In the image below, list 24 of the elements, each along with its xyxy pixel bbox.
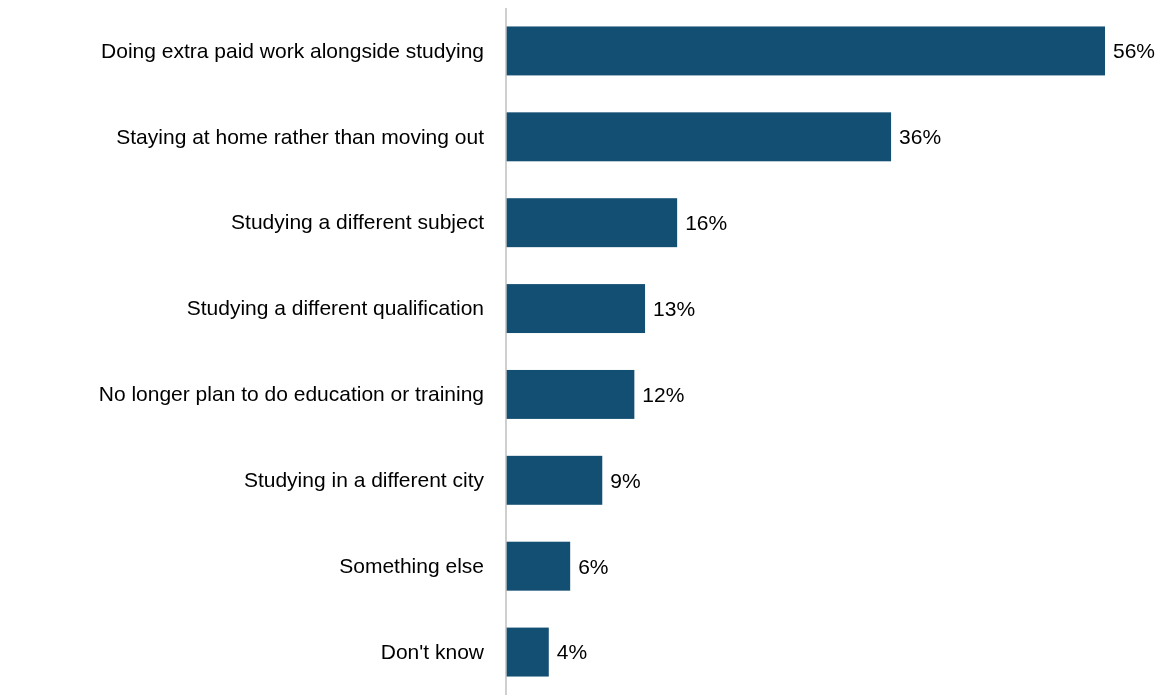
bar: [506, 198, 678, 248]
bar: [506, 455, 603, 505]
bar: [506, 284, 646, 334]
bar: [506, 541, 571, 591]
data-label: 13%: [653, 296, 696, 320]
y-tick-label: Studying a different subject: [231, 210, 485, 234]
y-tick-label: Don't know: [380, 639, 485, 663]
bar: [506, 112, 892, 162]
y-tick-label: Staying at home rather than moving out: [116, 124, 485, 148]
y-tick-label: No longer plan to do education or training: [98, 382, 484, 406]
y-tick-label: Something else: [339, 553, 484, 577]
y-tick-label: Doing extra paid work alongside studying: [101, 38, 484, 62]
data-label: 56%: [1113, 39, 1156, 63]
y-tick-label: Studying in a different city: [243, 468, 485, 492]
bar: [506, 369, 635, 419]
data-label: 16%: [685, 211, 728, 235]
data-label: 9%: [610, 468, 641, 492]
data-label: 12%: [642, 382, 685, 406]
data-label: 6%: [578, 554, 609, 578]
bar: [506, 627, 549, 677]
y-tick-label: Studying a different qualification: [186, 296, 484, 320]
data-label: 36%: [899, 125, 942, 149]
data-label: 4%: [556, 640, 588, 664]
bar: [506, 26, 1105, 76]
